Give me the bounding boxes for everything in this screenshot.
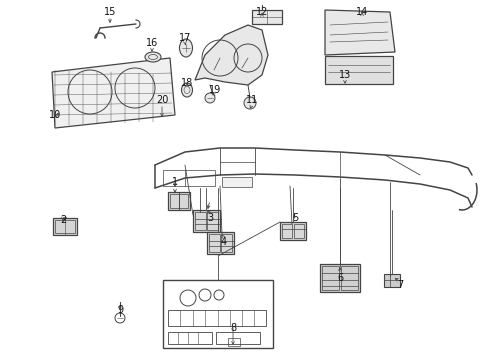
Ellipse shape [181,83,193,97]
Text: 17: 17 [179,33,191,43]
Ellipse shape [179,39,193,57]
Bar [207,212,218,230]
Text: 10: 10 [49,110,61,120]
Text: 20: 20 [156,95,168,105]
Text: 9: 9 [117,305,123,315]
Text: 7: 7 [397,280,403,290]
Circle shape [205,93,215,103]
Text: 4: 4 [221,237,227,247]
Bar [322,266,339,290]
Text: 1: 1 [172,177,178,187]
Bar [341,266,358,290]
Text: 2: 2 [60,215,66,225]
Text: 12: 12 [256,7,268,17]
Bar [168,192,190,210]
Bar [221,234,232,252]
Polygon shape [195,25,268,85]
Bar [216,332,260,344]
Bar [384,274,400,287]
Bar [209,234,220,252]
Bar [53,218,77,235]
Text: 19: 19 [209,85,221,95]
Bar [168,332,212,344]
Bar [195,212,206,230]
Text: 8: 8 [230,323,236,333]
Text: 5: 5 [292,213,298,223]
Text: 15: 15 [104,7,116,17]
Bar [325,56,393,84]
Text: 14: 14 [356,7,368,17]
Bar [294,224,304,238]
Bar [320,264,360,292]
Bar [207,232,234,254]
Text: 11: 11 [246,95,258,105]
Ellipse shape [145,52,161,62]
Text: 18: 18 [181,78,193,88]
Bar [163,280,273,348]
Circle shape [115,313,125,323]
Bar [228,338,240,346]
Circle shape [244,97,256,109]
Bar [282,224,292,238]
Bar [222,177,252,187]
Text: 13: 13 [339,70,351,80]
Polygon shape [52,58,175,128]
Text: 3: 3 [207,213,213,223]
Bar [170,194,188,208]
Text: 16: 16 [146,38,158,48]
Bar [55,220,75,233]
Bar [252,10,282,24]
Bar [163,170,215,186]
Bar [168,310,266,326]
Text: 6: 6 [337,273,343,283]
Bar [280,222,306,240]
Polygon shape [325,10,395,55]
Bar [193,210,220,232]
